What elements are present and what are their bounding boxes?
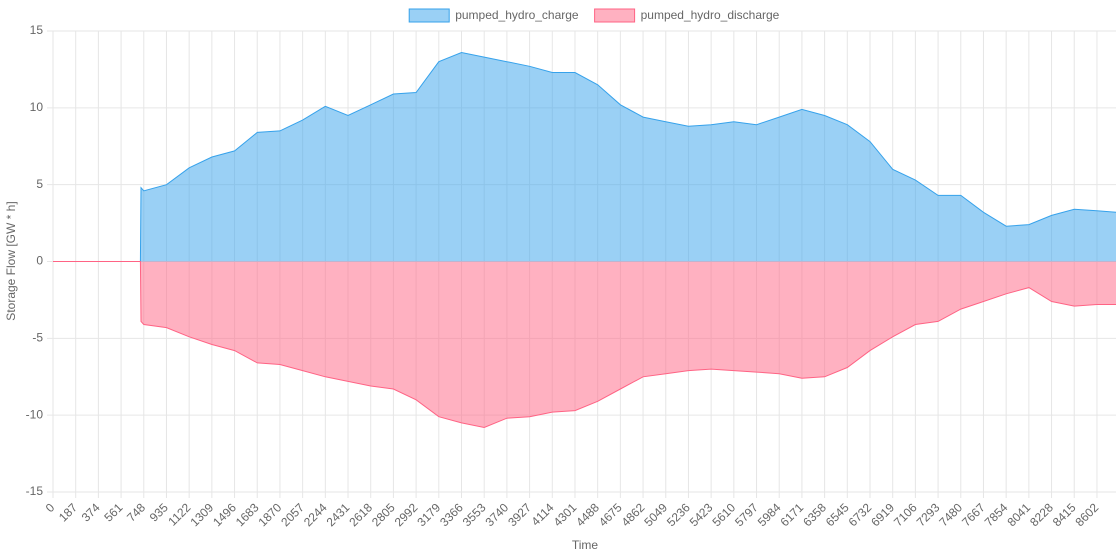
y-tick-label: 15 xyxy=(30,23,44,37)
y-axis-label: Storage Flow [GW * h] xyxy=(4,201,18,320)
area-line xyxy=(53,261,1116,429)
y-tick-label: -10 xyxy=(26,407,44,421)
x-tick-label: 5423 xyxy=(687,500,716,529)
y-tick-label: 0 xyxy=(36,254,43,268)
legend-label: pumped_hydro_discharge xyxy=(641,8,780,22)
x-tick-label: 2057 xyxy=(278,500,307,529)
x-tick-label: 7480 xyxy=(936,500,965,529)
x-tick-label: 7854 xyxy=(982,500,1011,529)
x-tick-label: 187 xyxy=(56,500,80,524)
x-tick-label: 2431 xyxy=(324,500,353,529)
x-tick-label: 5797 xyxy=(732,500,761,529)
x-tick-label: 3179 xyxy=(414,500,443,529)
x-tick-label: 4301 xyxy=(551,500,580,529)
x-tick-label: 3740 xyxy=(482,500,511,529)
x-tick-label: 4114 xyxy=(528,500,556,528)
x-tick-label: 0 xyxy=(43,500,58,515)
y-tick-label: -5 xyxy=(32,331,43,345)
x-tick-label: 5610 xyxy=(709,500,738,529)
x-tick-label: 5984 xyxy=(755,500,784,529)
x-axis-label: Time xyxy=(572,538,599,552)
x-tick-label: 7293 xyxy=(914,500,943,529)
x-tick-label: 1309 xyxy=(187,500,216,529)
area-fill xyxy=(53,52,1116,262)
x-tick-label: 561 xyxy=(101,500,125,524)
x-tick-label: 1122 xyxy=(165,500,193,528)
x-tick-label: 6545 xyxy=(823,500,852,529)
x-tick-label: 6919 xyxy=(868,500,897,529)
x-tick-label: 5049 xyxy=(641,500,670,529)
x-tick-label: 4488 xyxy=(573,500,602,529)
y-tick-label: -15 xyxy=(26,484,44,498)
x-tick-label: 4675 xyxy=(596,500,625,529)
x-tick-label: 6732 xyxy=(846,500,875,529)
x-tick-label: 3927 xyxy=(505,500,534,529)
legend: pumped_hydro_charge pumped_hydro_discharg… xyxy=(408,8,780,23)
x-tick-label: 4862 xyxy=(619,500,648,529)
legend-swatch xyxy=(594,8,636,23)
x-tick-label: 2244 xyxy=(301,500,330,529)
x-tick-label: 2618 xyxy=(346,500,375,529)
x-tick-label: 8602 xyxy=(1073,500,1102,529)
x-tick-label: 6358 xyxy=(800,500,829,529)
y-tick-label: 10 xyxy=(30,100,44,114)
x-tick-label: 8041 xyxy=(1004,500,1033,529)
x-tick-label: 2805 xyxy=(369,500,398,529)
x-tick-label: 2992 xyxy=(392,500,421,529)
x-tick-label: 3366 xyxy=(437,500,466,529)
x-tick-label: 374 xyxy=(79,500,103,524)
x-tick-label: 1870 xyxy=(256,500,285,529)
x-tick-label: 7106 xyxy=(891,500,920,529)
x-tick-label: 8228 xyxy=(1027,500,1056,529)
x-tick-label: 3553 xyxy=(460,500,489,529)
x-tick-label: 8415 xyxy=(1050,500,1079,529)
area-line xyxy=(53,51,1116,262)
x-tick-label: 1683 xyxy=(233,500,262,529)
x-tick-label: 6171 xyxy=(778,500,807,529)
x-tick-label: 5236 xyxy=(664,500,693,529)
legend-label: pumped_hydro_charge xyxy=(455,8,579,22)
y-tick-label: 5 xyxy=(36,177,43,191)
x-tick-label: 748 xyxy=(124,500,148,524)
area-fill xyxy=(53,261,1116,428)
x-tick-label: 1496 xyxy=(210,500,239,529)
legend-swatch xyxy=(408,8,450,23)
x-tick-label: 7667 xyxy=(959,500,988,529)
